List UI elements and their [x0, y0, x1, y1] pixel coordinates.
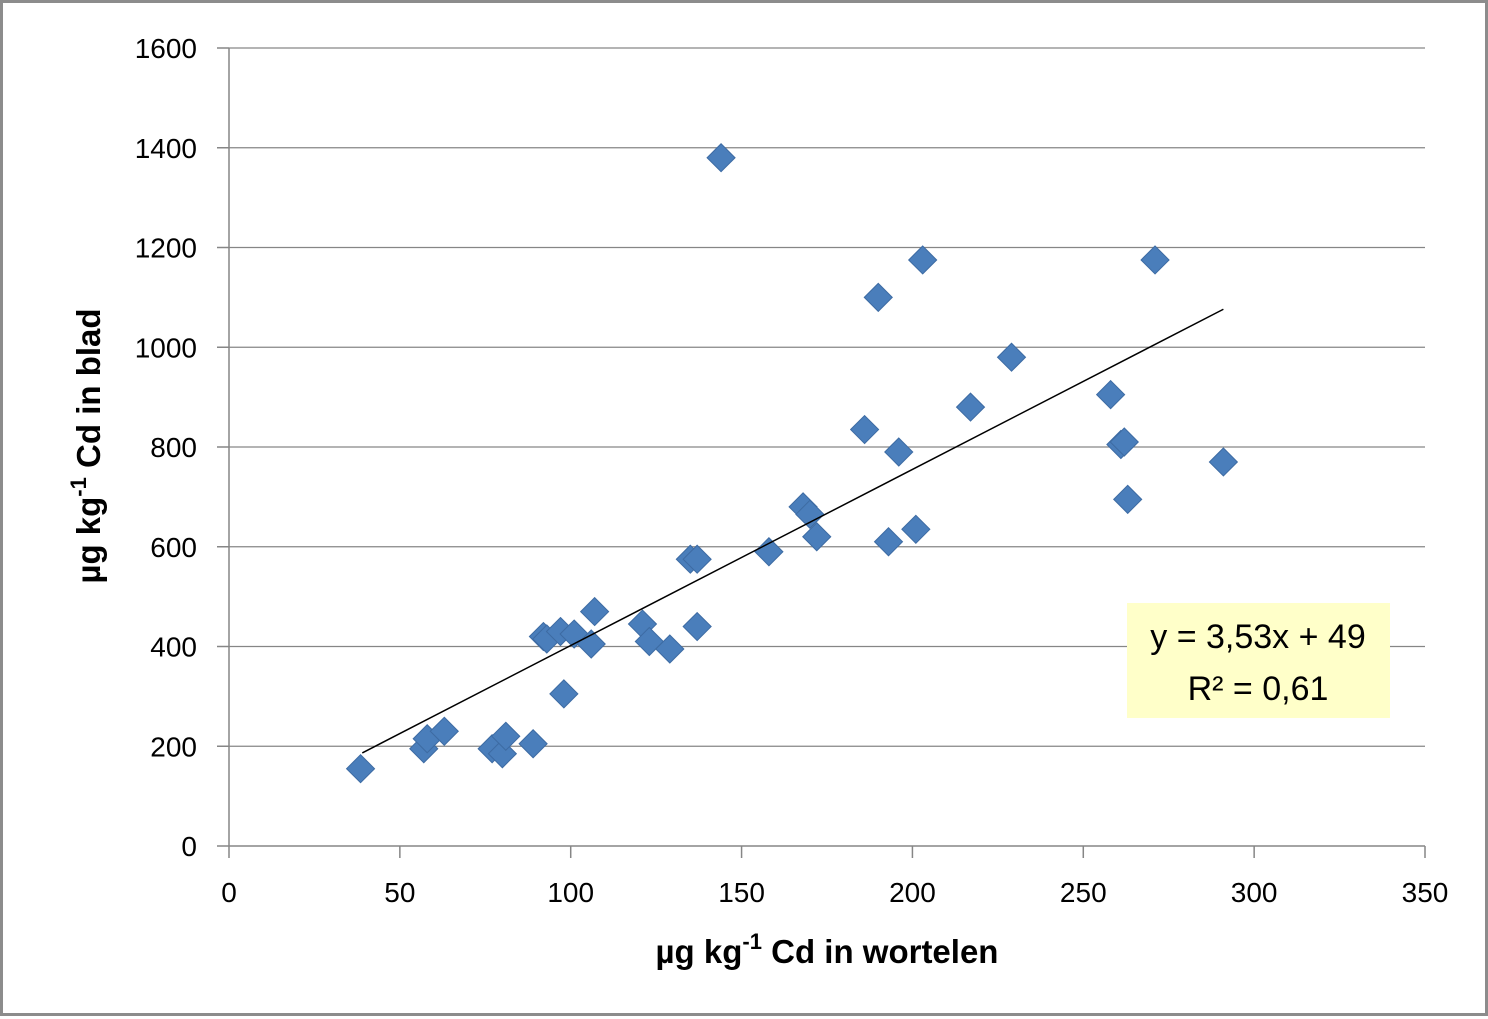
- data-point: [955, 392, 986, 422]
- data-point: [795, 499, 825, 530]
- x-tick-label: 250: [1060, 877, 1107, 908]
- y-tick-label: 0: [181, 831, 197, 862]
- data-point: [863, 282, 893, 313]
- data-point: [345, 753, 376, 784]
- x-tick-labels: 0 50 100 150 200 250 300 350: [221, 877, 1448, 908]
- data-point: [1095, 379, 1126, 410]
- data-point: [579, 596, 610, 627]
- x-tick-label: 300: [1231, 877, 1278, 908]
- equation-box: y = 3,53x + 49 R² = 0,61: [1127, 603, 1390, 718]
- gridlines: [217, 47, 1426, 858]
- data-point: [655, 634, 685, 664]
- y-tick-labels: 0 200 400 600 800 1000 1200 1400 1600: [135, 33, 197, 862]
- data-point: [996, 342, 1027, 372]
- scatter-chart: 0 200 400 600 800 1000 1200 1400 1600 0 50 100 150 2…: [66, 33, 1448, 970]
- data-point: [549, 679, 579, 709]
- data-point: [754, 537, 784, 567]
- data-point: [1208, 447, 1239, 477]
- y-tick-label: 1000: [135, 332, 197, 363]
- x-tick-label: 200: [889, 877, 936, 908]
- data-point: [491, 721, 521, 751]
- y-tick-label: 800: [150, 432, 197, 463]
- data-point: [901, 514, 931, 545]
- data-point: [873, 527, 904, 557]
- y-tick-label: 1200: [135, 233, 197, 264]
- data-point: [429, 716, 459, 746]
- x-tick-label: 350: [1402, 877, 1449, 908]
- y-axis-title: µg kg-1 Cd in blad: [66, 308, 107, 583]
- x-tick-label: 150: [718, 877, 765, 908]
- y-tick-label: 1400: [135, 133, 197, 164]
- data-point: [706, 143, 736, 173]
- data-point: [1140, 245, 1170, 275]
- x-tick-label: 100: [547, 877, 594, 908]
- x-tick-label: 50: [384, 877, 415, 908]
- data-point: [682, 544, 712, 574]
- y-tick-label: 400: [150, 632, 197, 663]
- equation-line: y = 3,53x + 49: [1150, 618, 1366, 656]
- x-tick-label: 0: [221, 877, 237, 908]
- axes: [228, 48, 1425, 847]
- data-point: [849, 414, 880, 445]
- y-tick-label: 1600: [135, 33, 197, 64]
- data-point: [518, 729, 548, 759]
- r-squared-line: R² = 0,61: [1188, 670, 1329, 708]
- data-point: [1113, 484, 1143, 515]
- equation-box-background: [1127, 603, 1390, 718]
- data-points: [345, 143, 1239, 784]
- data-point: [802, 522, 832, 552]
- x-axis-title: µg kg-1 Cd in wortelen: [656, 929, 999, 970]
- y-tick-label: 200: [150, 731, 197, 762]
- data-point: [907, 245, 938, 275]
- y-tick-label: 600: [150, 532, 197, 563]
- trendline: [361, 308, 1224, 754]
- data-point: [682, 611, 712, 642]
- data-point: [1109, 427, 1139, 457]
- data-point: [884, 437, 914, 467]
